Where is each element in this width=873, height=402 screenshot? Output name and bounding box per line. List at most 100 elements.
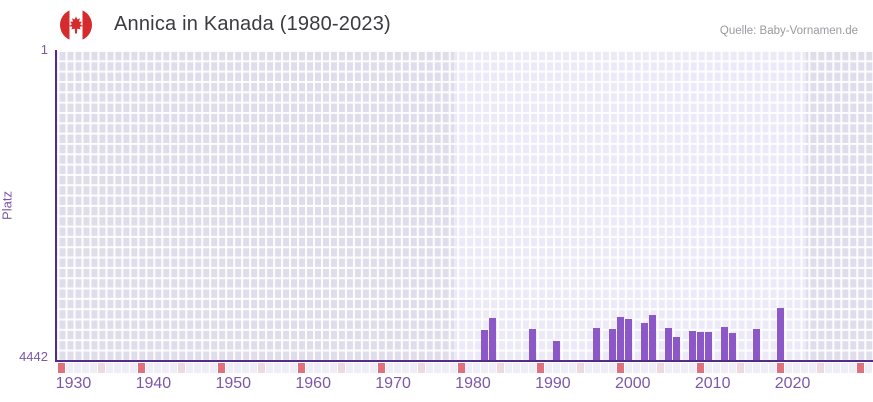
axis-strip-cell (153, 363, 161, 373)
rank-bar-1998[interactable] (617, 316, 625, 360)
axis-strip-cell (841, 363, 849, 373)
axis-strip-cell (393, 363, 401, 373)
axis-strip-cell (489, 363, 497, 373)
rank-bar-1987[interactable] (529, 328, 537, 360)
axis-strip-cell (233, 363, 241, 373)
axis-strip-cell (377, 363, 385, 373)
axis-strip-cell (58, 363, 65, 373)
axis-strip-cell (529, 363, 537, 373)
axis-strip-cell (65, 363, 73, 373)
axis-strip-cell (809, 363, 817, 373)
axis-strip-cell (864, 363, 872, 373)
rank-bar-1990[interactable] (553, 341, 561, 360)
axis-strip-cell (649, 363, 657, 373)
axis-strip-cell (201, 363, 209, 373)
rank-bar-1999[interactable] (625, 319, 633, 360)
axis-strip-cell (465, 363, 473, 373)
axis-strip-cell (265, 363, 273, 373)
rank-bar-1981[interactable] (481, 329, 489, 360)
axis-strip-cell (601, 363, 609, 373)
axis-strip-cell (321, 363, 329, 373)
axis-strip-cell (737, 363, 745, 373)
x-tick-label-2010: 2010 (694, 375, 731, 392)
axis-strip-cell (713, 363, 721, 373)
axis-strip-cell (409, 363, 417, 373)
source-credit: Quelle: Baby-Vornamen.de (719, 25, 858, 37)
axis-strip-cell (537, 363, 545, 373)
rank-bar-1982[interactable] (489, 317, 497, 360)
axis-strip-cell (145, 363, 153, 373)
x-tick-label-2020: 2020 (774, 375, 811, 392)
axis-strip-cell (769, 363, 777, 373)
axis-strip-cell (793, 363, 801, 373)
axis-strip-cell (353, 363, 361, 373)
axis-strip-cell (417, 363, 425, 373)
axis-strip-cell (361, 363, 369, 373)
plot-background-dim (57, 50, 454, 360)
rank-bar-2008[interactable] (697, 332, 705, 360)
rank-bar-2018[interactable] (777, 308, 785, 360)
axis-strip-cell (81, 363, 89, 373)
axis-strip-cell (185, 363, 193, 373)
x-tick-label-1960: 1960 (295, 375, 331, 392)
rank-bar-2011[interactable] (721, 326, 729, 360)
axis-strip-cell (729, 363, 737, 373)
axis-strip-cell (161, 363, 169, 373)
axis-strip-cell (433, 363, 441, 373)
x-tick-label-1980: 1980 (455, 375, 491, 392)
y-axis-line (55, 50, 57, 362)
axis-strip-cell (73, 363, 81, 373)
chart-title: Annica in Kanada (1980-2023) (114, 13, 391, 35)
axis-strip-cell (593, 363, 601, 373)
axis-strip-cell (105, 363, 113, 373)
axis-strip-cell (281, 363, 289, 373)
axis-strip-cell (121, 363, 129, 373)
rank-bar-2015[interactable] (753, 328, 761, 360)
rank-bar-2001[interactable] (641, 322, 649, 360)
x-tick-label-1970: 1970 (375, 375, 411, 392)
axis-strip-cell (697, 363, 705, 373)
rank-bar-2007[interactable] (689, 330, 697, 360)
axis-strip-cell (369, 363, 377, 373)
x-tick-label-1950: 1950 (215, 375, 252, 392)
axis-strip-cell (137, 363, 145, 373)
axis-strip-cell (857, 363, 864, 373)
axis-strip-cell (225, 363, 233, 373)
axis-strip-cell (313, 363, 321, 373)
axis-strip-cell (801, 363, 809, 373)
rank-bar-2012[interactable] (729, 333, 737, 360)
rank-bar-1997[interactable] (609, 328, 617, 360)
rank-bar-1995[interactable] (593, 327, 601, 360)
axis-strip-cell (193, 363, 201, 373)
axis-strip-cell (241, 363, 249, 373)
axis-strip-cell (249, 363, 257, 373)
axis-strip-cell (665, 363, 673, 373)
rank-bar-2005[interactable] (673, 336, 681, 360)
canada-flag-icon (60, 9, 92, 41)
axis-strip-cell (689, 363, 697, 373)
x-tick-label-1990: 1990 (535, 375, 571, 392)
rank-bar-2004[interactable] (665, 327, 673, 360)
axis-strip-cell (777, 363, 785, 373)
axis-strip-cell (673, 363, 681, 373)
axis-strip-cell (257, 363, 265, 373)
axis-strip-cell (337, 363, 345, 373)
rank-bar-2009[interactable] (705, 331, 713, 360)
axis-strip-cell (849, 363, 856, 373)
axis-strip-cell (617, 363, 625, 373)
x-axis-line (55, 360, 873, 362)
y-tick-label-bottom: 4442 (19, 349, 48, 364)
x-tick-label-1930: 1930 (55, 375, 92, 392)
plot-background-highlight (453, 50, 807, 360)
axis-strip-cell (473, 363, 481, 373)
axis-strip-cell (385, 363, 393, 373)
x-tick-label-2000: 2000 (614, 375, 651, 392)
axis-strip-cell (513, 363, 521, 373)
axis-strip-cell (209, 363, 217, 373)
axis-strip-cell (553, 363, 561, 373)
x-tick-label-1940: 1940 (135, 375, 172, 392)
axis-strip-cell (177, 363, 185, 373)
axis-strip-cell (297, 363, 305, 373)
rank-bar-2002[interactable] (649, 315, 657, 360)
